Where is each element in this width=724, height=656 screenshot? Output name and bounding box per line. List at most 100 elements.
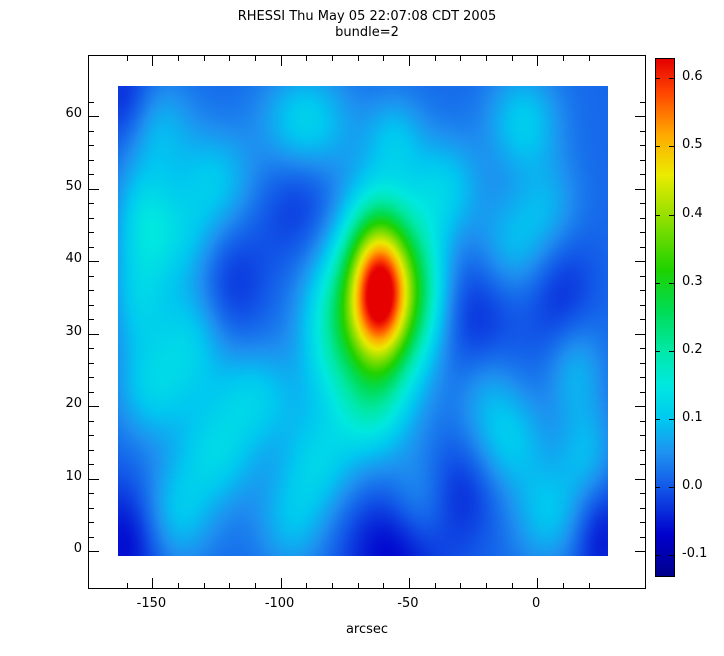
- x-major-tick: [280, 56, 282, 66]
- y-major-tick: [635, 261, 645, 263]
- y-minor-tick: [89, 217, 94, 219]
- x-minor-tick: [306, 583, 308, 588]
- x-minor-tick: [485, 583, 487, 588]
- x-minor-tick: [229, 56, 231, 61]
- y-major-tick: [89, 406, 99, 408]
- colorbar-tick: [655, 78, 660, 80]
- x-tick-label: -50: [397, 596, 419, 611]
- y-minor-tick: [89, 246, 94, 248]
- y-minor-tick: [89, 348, 94, 350]
- y-minor-tick: [89, 130, 94, 132]
- y-minor-tick: [640, 362, 645, 364]
- y-minor-tick: [640, 522, 645, 524]
- y-tick-label: 10: [65, 468, 82, 484]
- x-minor-tick: [460, 56, 462, 61]
- colorbar-tick-label: 0.0: [682, 477, 703, 493]
- y-major-tick: [635, 551, 645, 553]
- colorbar-tick: [655, 214, 660, 216]
- plot-frame: [88, 55, 646, 589]
- x-minor-tick: [485, 56, 487, 61]
- x-minor-tick: [588, 583, 590, 588]
- x-tick-label: 0: [532, 596, 541, 611]
- x-minor-tick: [203, 583, 205, 588]
- colorbar-tick-label: 0.2: [682, 341, 703, 357]
- colorbar-tick-label: 0.5: [682, 137, 703, 153]
- colorbar-tick: [655, 146, 660, 148]
- y-major-tick: [635, 333, 645, 335]
- y-major-tick: [635, 188, 645, 190]
- x-major-tick: [152, 578, 154, 588]
- y-minor-tick: [89, 304, 94, 306]
- y-minor-tick: [89, 493, 94, 495]
- y-major-tick: [89, 116, 99, 117]
- colorbar-tick: [669, 554, 674, 556]
- colorbar-tick: [669, 78, 674, 80]
- y-minor-tick: [640, 507, 645, 509]
- y-minor-tick: [640, 130, 645, 132]
- y-minor-tick: [89, 377, 94, 379]
- x-minor-tick: [126, 583, 128, 588]
- y-minor-tick: [89, 464, 94, 466]
- y-tick-label: 30: [65, 323, 82, 339]
- x-minor-tick: [203, 56, 205, 61]
- y-major-tick: [89, 478, 99, 480]
- y-major-tick: [89, 333, 99, 335]
- colorbar-tick: [669, 146, 674, 148]
- y-minor-tick: [640, 493, 645, 495]
- y-minor-tick: [640, 348, 645, 350]
- y-minor-tick: [640, 391, 645, 393]
- y-minor-tick: [640, 145, 645, 146]
- colorbar-tick-label: 0.3: [682, 273, 703, 289]
- colorbar-tick: [669, 214, 674, 216]
- x-minor-tick: [511, 583, 513, 588]
- x-minor-tick: [255, 56, 256, 61]
- colorbar-tick-label: 0.1: [682, 409, 703, 425]
- y-major-tick: [89, 188, 99, 190]
- colorbar-tick: [669, 350, 674, 352]
- y-minor-tick: [89, 522, 94, 524]
- y-minor-tick: [640, 174, 645, 175]
- y-minor-tick: [89, 174, 94, 175]
- x-minor-tick: [331, 583, 333, 588]
- colorbar-tick: [655, 282, 660, 284]
- y-tick-label: 20: [65, 396, 82, 412]
- y-minor-tick: [89, 449, 94, 451]
- y-minor-tick: [640, 217, 645, 219]
- y-tick-label: 40: [65, 251, 82, 267]
- y-minor-tick: [640, 420, 645, 422]
- x-minor-tick: [383, 583, 385, 588]
- y-minor-tick: [640, 101, 645, 103]
- chart-title: RHESSI Thu May 05 22:07:08 CDT 2005: [237, 9, 497, 24]
- colorbar: [655, 58, 675, 577]
- x-tick-label: -150: [136, 596, 167, 611]
- y-minor-tick: [89, 391, 94, 393]
- x-major-tick: [408, 578, 410, 588]
- colorbar-tick: [669, 486, 674, 488]
- y-minor-tick: [640, 464, 645, 466]
- y-minor-tick: [89, 319, 94, 321]
- x-minor-tick: [331, 56, 333, 61]
- x-minor-tick: [562, 56, 564, 61]
- y-minor-tick: [640, 319, 645, 321]
- y-major-tick: [635, 478, 645, 480]
- x-minor-tick: [306, 56, 308, 61]
- y-minor-tick: [89, 101, 94, 103]
- x-major-tick: [537, 578, 539, 588]
- x-minor-tick: [434, 583, 436, 588]
- x-minor-tick: [255, 583, 256, 588]
- y-major-tick: [89, 551, 99, 553]
- colorbar-tick: [655, 418, 660, 420]
- y-minor-tick: [89, 536, 94, 538]
- y-major-tick: [635, 116, 645, 117]
- x-minor-tick: [357, 56, 359, 61]
- x-major-tick: [537, 56, 539, 66]
- x-minor-tick: [460, 583, 462, 588]
- x-major-tick: [408, 56, 410, 66]
- y-minor-tick: [640, 290, 645, 292]
- x-minor-tick: [178, 583, 179, 588]
- y-minor-tick: [640, 449, 645, 451]
- colorbar-tick: [655, 350, 660, 352]
- x-minor-tick: [383, 56, 385, 61]
- colorbar-tick-label: 0.4: [682, 205, 703, 221]
- colorbar-tick-label: 0.6: [682, 69, 703, 85]
